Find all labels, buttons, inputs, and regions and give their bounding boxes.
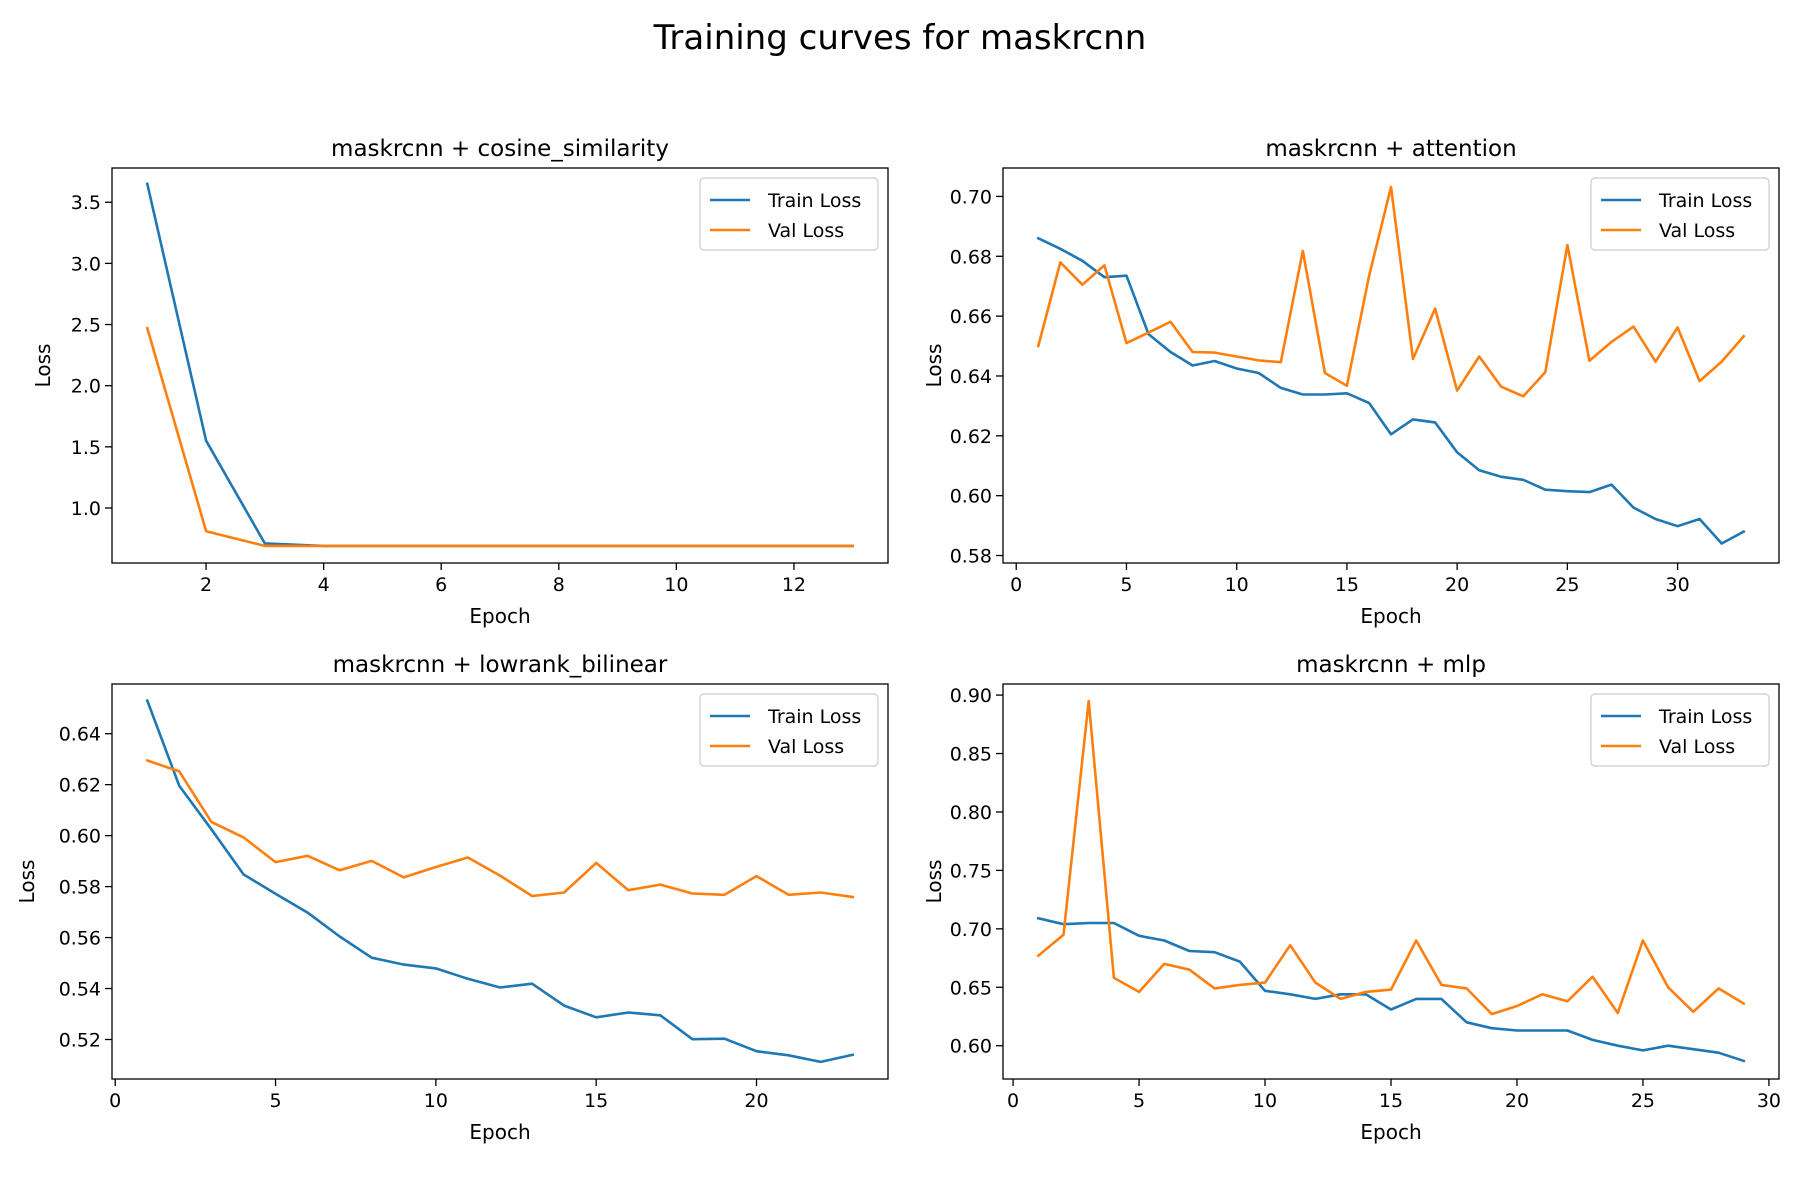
series-line-val — [145, 326, 855, 548]
legend-box — [1590, 693, 1770, 767]
legend-label-val: Val Loss — [1659, 220, 1735, 242]
legend: Train Loss Val Loss — [699, 693, 879, 767]
y-tick-label: 0.65 — [950, 977, 992, 999]
x-tick-label: 25 — [1631, 1090, 1655, 1112]
y-tick-label: 0.52 — [59, 1030, 101, 1052]
x-tick-label: 20 — [1445, 574, 1469, 596]
x-tick-label: 15 — [1335, 574, 1359, 596]
y-tick-label: 0.58 — [59, 877, 101, 899]
subplot-1: maskrcnn + cosine_similarity 2 4 6 8 10 12 1.0 1… — [31, 136, 889, 628]
plot-frame — [1002, 167, 1780, 564]
x-tick-label: 5 — [1120, 574, 1132, 596]
y-tick-label: 0.85 — [950, 744, 992, 766]
y-tick-label: 0.60 — [950, 486, 992, 508]
subplot-3: maskrcnn + lowrank_bilinear 0 5 10 15 20 0.52 0… — [15, 652, 889, 1144]
x-tick-label: 0 — [1007, 1090, 1019, 1112]
plot-frame — [1002, 683, 1780, 1080]
y-tick-label: 2.0 — [71, 376, 101, 398]
y-tick-label: 0.60 — [950, 1036, 992, 1058]
legend-label-val: Val Loss — [768, 220, 844, 242]
series-line-val — [1036, 699, 1746, 1016]
legend-box — [699, 177, 879, 251]
subplot-title: maskrcnn + mlp — [1296, 652, 1486, 678]
y-tick-label: 3.5 — [71, 192, 101, 214]
y-tick-label: 0.70 — [950, 919, 992, 941]
y-tick-label: 1.5 — [71, 437, 101, 459]
y-tick-label: 3.0 — [71, 253, 101, 275]
x-tick-label: 6 — [435, 574, 447, 596]
x-tick-label: 0 — [1010, 574, 1022, 596]
y-axis-label: Loss — [922, 860, 946, 904]
subplot-4: maskrcnn + mlp 0 5 10 15 20 25 30 0.60 0.65 0.70 0.… — [922, 652, 1781, 1144]
x-tick-label: 10 — [1253, 1090, 1277, 1112]
x-tick-label: 10 — [664, 574, 688, 596]
x-tick-label: 8 — [553, 574, 565, 596]
x-tick-label: 5 — [269, 1090, 281, 1112]
x-axis-label: Epoch — [469, 1120, 530, 1144]
x-axis-label: Epoch — [1360, 604, 1421, 628]
legend-box — [1590, 177, 1770, 251]
x-tick-label: 10 — [1225, 574, 1249, 596]
series-line-val — [1036, 185, 1746, 398]
x-tick-label: 5 — [1133, 1090, 1145, 1112]
subplot-title: maskrcnn + cosine_similarity — [331, 136, 669, 162]
subplot-title: maskrcnn + attention — [1265, 136, 1516, 162]
x-tick-label: 2 — [200, 574, 212, 596]
y-tick-label: 0.90 — [950, 685, 992, 707]
x-tick-label: 15 — [1379, 1090, 1403, 1112]
series-line-train — [145, 698, 855, 1064]
x-tick-label: 20 — [1505, 1090, 1529, 1112]
y-tick-label: 0.80 — [950, 802, 992, 824]
legend-label-train: Train Loss — [1658, 190, 1752, 212]
series-line-train — [1036, 916, 1746, 1063]
x-tick-label: 0 — [109, 1090, 121, 1112]
y-tick-label: 0.64 — [950, 366, 992, 388]
y-tick-label: 2.5 — [71, 315, 101, 337]
y-tick-label: 0.66 — [950, 306, 992, 328]
legend-box — [699, 693, 879, 767]
y-axis-label: Loss — [922, 344, 946, 388]
subplot-title: maskrcnn + lowrank_bilinear — [333, 652, 668, 678]
y-tick-label: 0.64 — [59, 724, 101, 746]
legend: Train Loss Val Loss — [1590, 177, 1770, 251]
x-tick-label: 15 — [584, 1090, 608, 1112]
x-tick-label: 20 — [744, 1090, 768, 1112]
x-tick-label: 10 — [424, 1090, 448, 1112]
legend-label-val: Val Loss — [768, 736, 844, 758]
legend: Train Loss Val Loss — [1590, 693, 1770, 767]
y-tick-label: 1.0 — [71, 498, 101, 520]
x-tick-label: 30 — [1665, 574, 1689, 596]
y-tick-label: 0.56 — [59, 928, 101, 950]
x-tick-label: 12 — [782, 574, 806, 596]
figure-title: Training curves for maskrcnn — [653, 18, 1147, 58]
y-tick-label: 0.62 — [59, 775, 101, 797]
legend-label-val: Val Loss — [1659, 736, 1735, 758]
y-axis-label: Loss — [15, 860, 39, 904]
x-tick-label: 30 — [1757, 1090, 1781, 1112]
series-line-train — [1036, 236, 1746, 545]
legend: Train Loss Val Loss — [699, 177, 879, 251]
plot-frame — [111, 167, 889, 564]
y-tick-label: 0.58 — [950, 546, 992, 568]
x-axis-label: Epoch — [469, 604, 530, 628]
x-axis-label: Epoch — [1360, 1120, 1421, 1144]
y-tick-label: 0.68 — [950, 246, 992, 268]
y-tick-label: 0.70 — [950, 186, 992, 208]
series-line-val — [145, 758, 855, 899]
x-tick-label: 4 — [318, 574, 330, 596]
y-tick-label: 0.54 — [59, 979, 101, 1001]
y-tick-label: 0.75 — [950, 860, 992, 882]
y-axis-label: Loss — [31, 344, 55, 388]
y-tick-label: 0.60 — [59, 826, 101, 848]
subplot-2: maskrcnn + attention 0 5 10 15 20 25 30 0.58 0.60… — [922, 136, 1780, 628]
y-tick-label: 0.62 — [950, 426, 992, 448]
x-tick-label: 25 — [1555, 574, 1579, 596]
legend-label-train: Train Loss — [1658, 706, 1752, 728]
legend-label-train: Train Loss — [767, 190, 861, 212]
legend-label-train: Train Loss — [767, 706, 861, 728]
plot-frame — [111, 683, 889, 1080]
